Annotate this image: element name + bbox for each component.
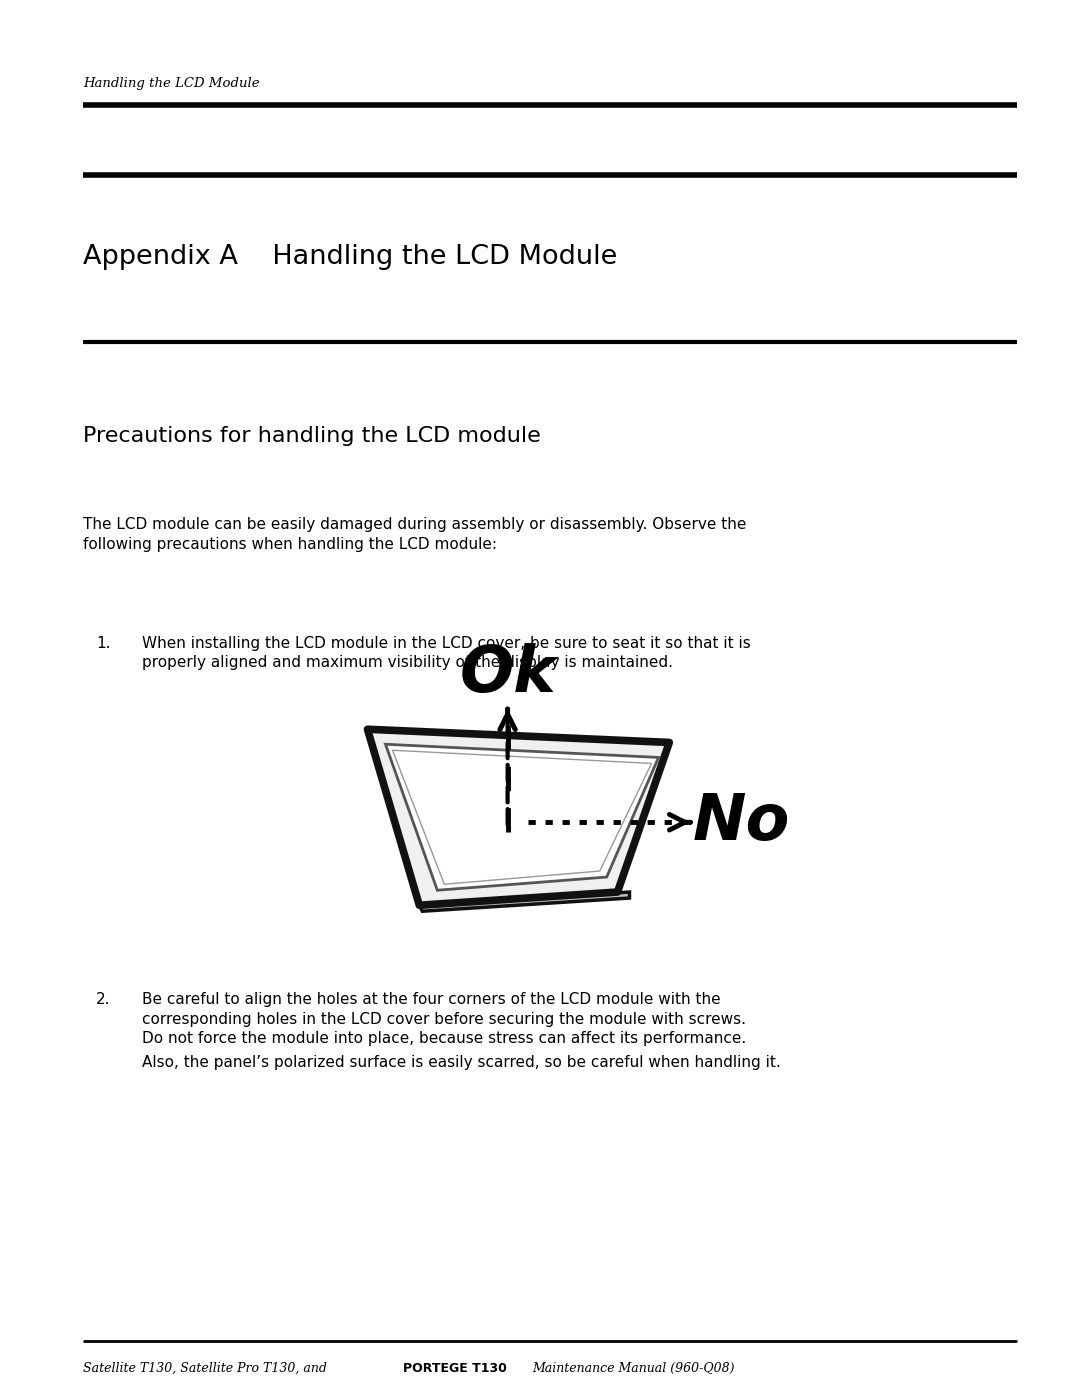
Text: When installing the LCD module in the LCD cover, be sure to seat it so that it i: When installing the LCD module in the LC… (143, 636, 752, 671)
Text: Also, the panel’s polarized surface is easily scarred, so be careful when handli: Also, the panel’s polarized surface is e… (143, 1055, 781, 1070)
Text: Satellite T130, Satellite Pro T130, and: Satellite T130, Satellite Pro T130, and (83, 1362, 330, 1375)
Text: Ok: Ok (459, 643, 556, 705)
Text: Handling the LCD Module: Handling the LCD Module (83, 77, 259, 89)
Text: 2.: 2. (96, 992, 110, 1007)
Text: Maintenance Manual (960-Q08): Maintenance Manual (960-Q08) (532, 1362, 734, 1375)
Text: Be careful to align the holes at the four corners of the LCD module with the
cor: Be careful to align the holes at the fou… (143, 992, 746, 1046)
Text: Appendix A    Handling the LCD Module: Appendix A Handling the LCD Module (83, 244, 618, 271)
Text: PORTEGE T130: PORTEGE T130 (403, 1362, 507, 1375)
Text: No: No (692, 791, 789, 854)
Text: The LCD module can be easily damaged during assembly or disassembly. Observe the: The LCD module can be easily damaged dur… (83, 517, 746, 552)
Polygon shape (386, 745, 659, 890)
Polygon shape (392, 750, 651, 884)
Polygon shape (367, 729, 670, 905)
Text: 1.: 1. (96, 636, 110, 651)
Polygon shape (419, 893, 630, 911)
Text: Precautions for handling the LCD module: Precautions for handling the LCD module (83, 426, 541, 446)
